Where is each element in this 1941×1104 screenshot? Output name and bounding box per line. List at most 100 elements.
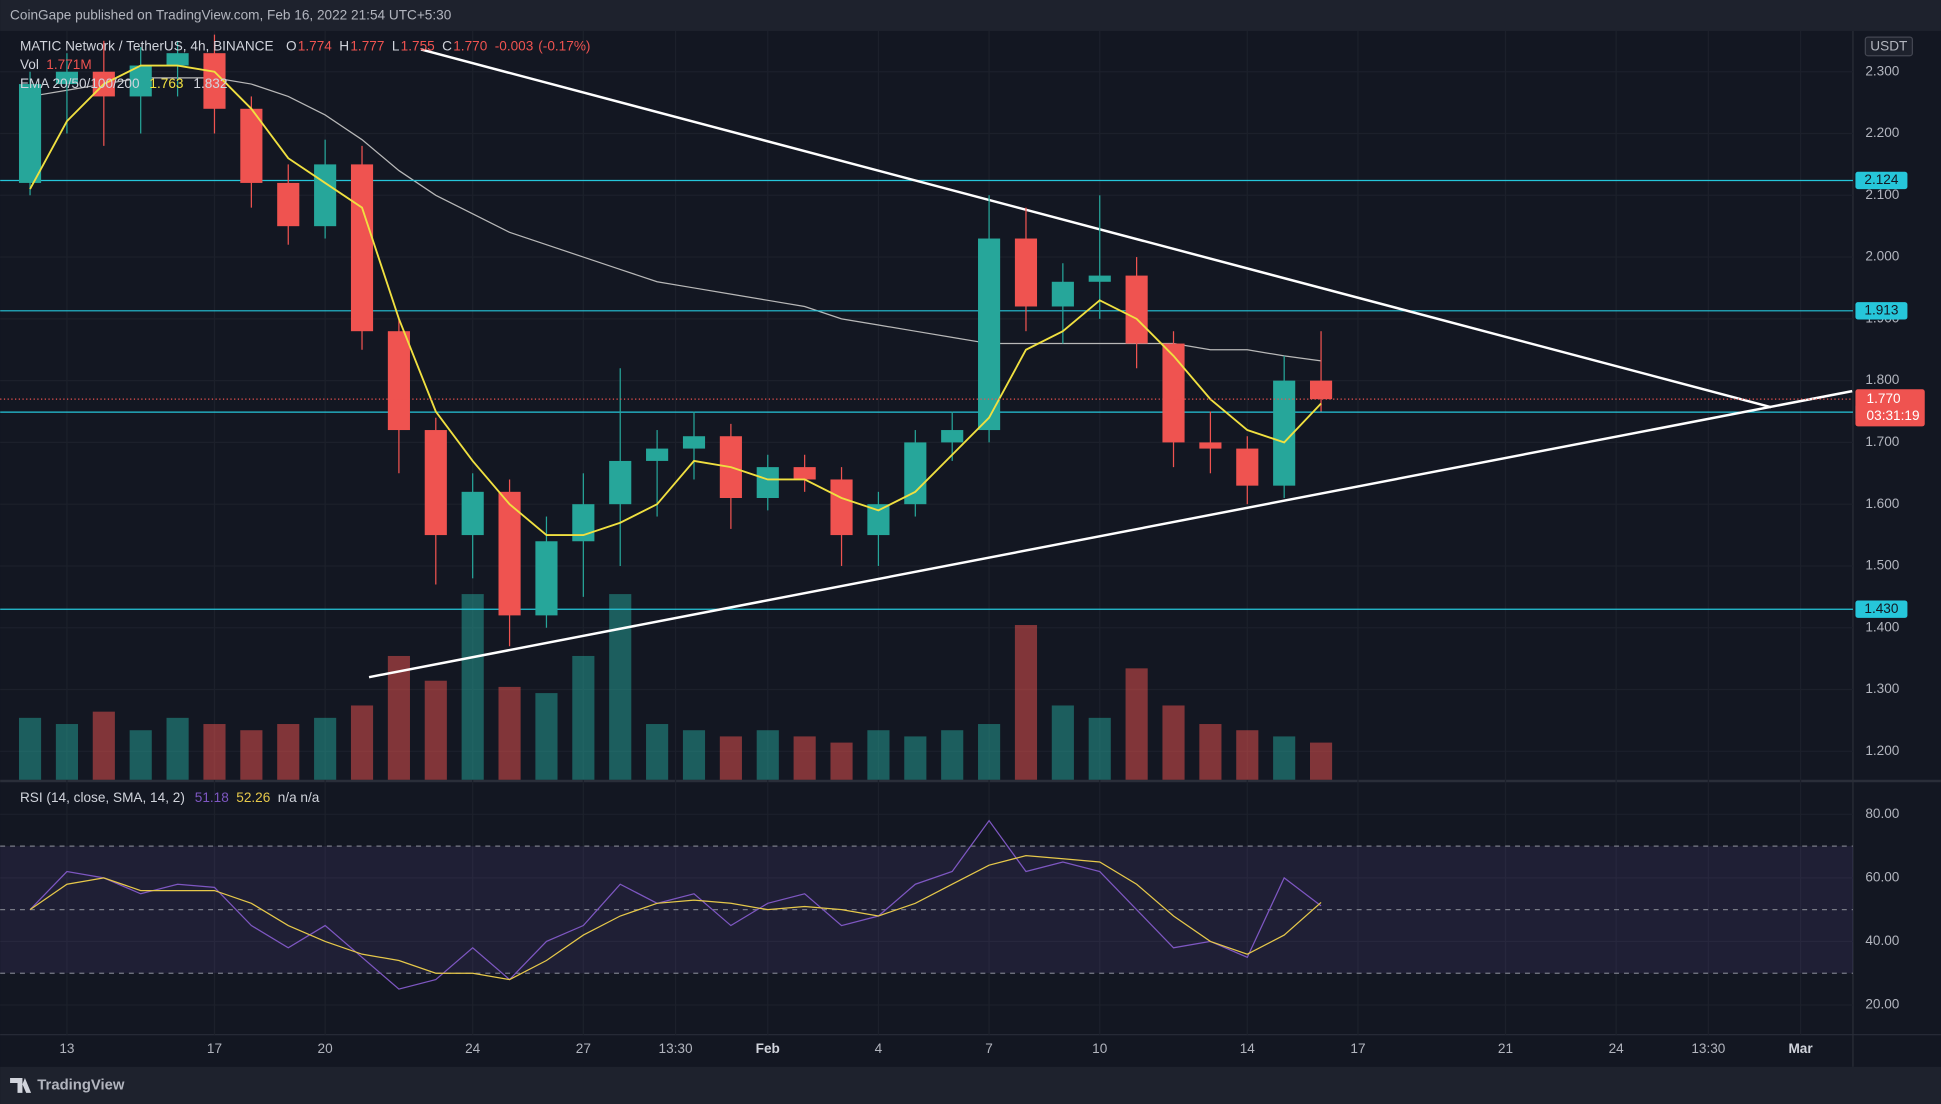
y-tick-label: 1.400 <box>1865 619 1899 634</box>
x-tick-label: 17 <box>1350 1041 1365 1056</box>
volume-bar <box>756 730 779 780</box>
rsi-value: 51.18 <box>195 790 229 805</box>
rsi-sma-line <box>29 854 1322 981</box>
rsi-tick-label: 20.00 <box>1865 997 1899 1012</box>
volume-bar <box>867 730 890 780</box>
y-tick-label: 1.700 <box>1865 434 1899 449</box>
level-label: 1.913 <box>1864 302 1898 317</box>
ema200-line <box>29 77 1322 362</box>
volume-bar <box>682 730 706 780</box>
candle-body <box>166 53 189 66</box>
x-tick-label: 10 <box>1092 1041 1108 1056</box>
volume-bar <box>830 742 853 780</box>
volume-bar <box>904 736 927 780</box>
volume-bar <box>498 686 521 780</box>
candle-body <box>1125 275 1148 344</box>
candle-body <box>682 436 706 449</box>
candle-body <box>203 53 226 109</box>
volume-bar <box>646 724 669 780</box>
x-tick-label: Feb <box>756 1041 780 1056</box>
x-tick-label: 7 <box>985 1041 993 1056</box>
rsi-tick-label: 60.00 <box>1865 869 1899 884</box>
candle-body <box>1014 238 1038 307</box>
volume-bar <box>166 717 189 780</box>
y-tick-label: 2.300 <box>1865 63 1899 78</box>
candle-body <box>424 430 447 536</box>
ohlc-label: C <box>442 39 452 54</box>
x-tick-label: 24 <box>465 1041 481 1056</box>
candle-body <box>1273 380 1296 486</box>
volume-bar <box>424 680 447 780</box>
countdown: 03:31:19 <box>1867 408 1920 423</box>
volume-bar <box>793 736 816 780</box>
candle-body <box>314 164 337 227</box>
candle-body <box>55 71 78 85</box>
candle-body <box>498 491 521 616</box>
change: -0.003 <box>495 39 534 54</box>
volume-bar <box>535 693 558 780</box>
volume-bar <box>55 724 78 780</box>
volume-bar <box>1014 625 1038 780</box>
volume-bar <box>314 717 337 780</box>
candle-body <box>1236 448 1259 486</box>
candle-body <box>1088 275 1111 282</box>
candle-body <box>240 108 263 183</box>
volume-bar <box>203 724 226 780</box>
volume-bar <box>1162 705 1185 780</box>
y-tick-label: 1.200 <box>1865 743 1899 758</box>
ohlc-label: H <box>339 39 349 54</box>
volume-bar <box>1125 668 1148 780</box>
symbol-title: MATIC Network / TetherUS, 4h, BINANCE <box>20 39 274 54</box>
candle-body <box>277 182 300 227</box>
volume-bar <box>277 724 300 780</box>
trendline <box>368 389 1853 679</box>
candle-body <box>387 331 410 431</box>
y-tick-label: 2.200 <box>1865 125 1899 140</box>
candle-body <box>350 164 374 332</box>
candle-body <box>129 65 152 97</box>
volume-bar <box>18 717 42 780</box>
ohlc-value: 1.777 <box>350 39 384 54</box>
volume-bar <box>387 655 410 780</box>
candle-body <box>1199 442 1222 449</box>
volume-bar <box>1309 742 1333 780</box>
ema20-line <box>29 64 1322 537</box>
candle-body <box>904 442 927 505</box>
published: CoinGape published on TradingView.com, F… <box>10 8 452 23</box>
ema200-value: 1.832 <box>193 76 227 91</box>
x-tick-label: 21 <box>1498 1041 1513 1056</box>
volume-bar <box>1051 705 1074 780</box>
x-tick-label: 24 <box>1609 1041 1625 1056</box>
last-price-box <box>1855 389 1925 427</box>
y-tick-label: 1.300 <box>1865 681 1899 696</box>
volume-bar <box>240 730 263 780</box>
currency: USDT <box>1870 39 1907 54</box>
candle-body <box>572 504 595 542</box>
currency-box <box>1864 36 1913 57</box>
ema-legend: EMA 20/50/100/200 <box>20 76 140 91</box>
candle-body <box>1309 380 1333 400</box>
volume-bar <box>129 730 152 780</box>
trendline <box>420 48 1772 409</box>
x-tick-label: 20 <box>318 1041 334 1056</box>
y-tick-label: 2.100 <box>1865 187 1899 202</box>
volume-bar <box>1273 736 1296 780</box>
y-tick-label: 1.600 <box>1865 496 1899 511</box>
level-label-box <box>1855 171 1908 190</box>
volume-bar <box>1199 724 1222 780</box>
candle-body <box>535 541 558 616</box>
volume-bar <box>1088 717 1111 780</box>
footer-brand: TradingView <box>37 1077 125 1093</box>
level-label: 1.430 <box>1864 601 1898 616</box>
volume-bar <box>350 705 374 780</box>
volume-bar <box>461 594 484 780</box>
volume-bar <box>719 736 742 780</box>
volume-bar <box>572 655 595 780</box>
ohlc-value: 1.774 <box>298 39 332 54</box>
footer-bar <box>0 1066 1941 1104</box>
volume-legend: Vol <box>20 57 39 72</box>
x-tick-label: 13 <box>59 1041 74 1056</box>
ohlc-value: 1.770 <box>453 39 487 54</box>
